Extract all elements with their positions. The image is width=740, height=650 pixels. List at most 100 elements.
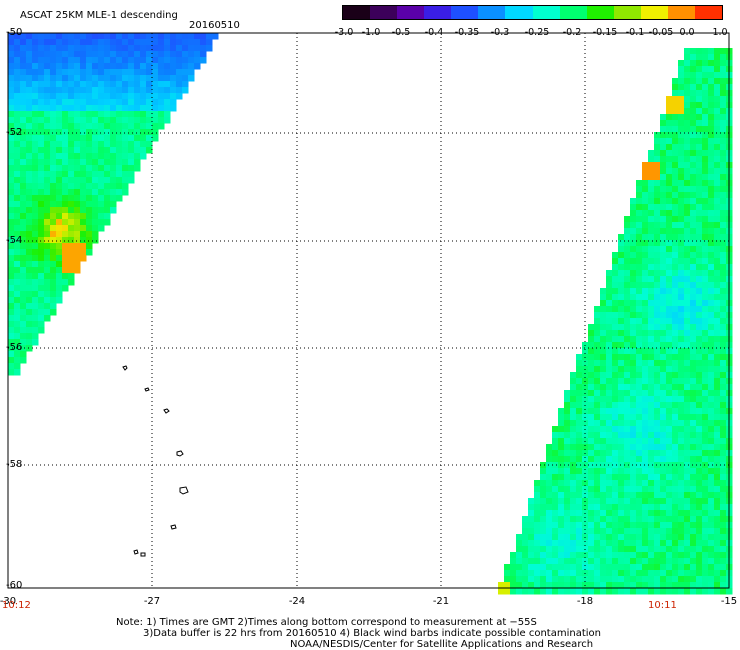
swath-cell (702, 114, 709, 121)
swath-cell (14, 105, 21, 112)
swath-cell (696, 576, 703, 583)
swath-cell (14, 135, 21, 142)
swath-cell (104, 111, 111, 118)
swath-cell (696, 252, 703, 259)
swath-cell (660, 438, 667, 445)
swath-cell (708, 570, 715, 577)
swath-cell (612, 576, 619, 583)
swath-cell (678, 558, 685, 565)
swath-cell (720, 174, 727, 181)
swath-cell (38, 69, 45, 76)
swath-cell (654, 210, 661, 217)
swath-cell (68, 153, 75, 160)
swath-cell (696, 234, 703, 241)
swath-cell (56, 273, 63, 280)
swath-cell (648, 372, 655, 379)
swath-cell (654, 486, 661, 493)
swath-cell (14, 57, 21, 64)
swath-cell (630, 264, 637, 271)
swath-cell (588, 390, 595, 397)
time-label-left: 10:12 (2, 600, 31, 611)
swath-cell (612, 522, 619, 529)
swath-cell (92, 33, 99, 40)
swath-cell (612, 306, 619, 313)
swath-cell (714, 372, 721, 379)
swath-cell (62, 33, 69, 40)
swath-cell (68, 75, 75, 82)
swath-cell (20, 279, 27, 286)
swath-cell (74, 189, 81, 196)
swath-cell (8, 189, 15, 196)
swath-cell (672, 252, 679, 259)
swath-cell (116, 51, 123, 58)
swath-cell (600, 288, 607, 295)
swath-cell (708, 384, 715, 391)
swath-cell (588, 504, 595, 511)
swath-cell (630, 288, 637, 295)
swath-cell (636, 498, 643, 505)
swath-cell (600, 564, 607, 571)
swath-cell (20, 321, 27, 328)
swath-cell (32, 297, 39, 304)
swath-cell (666, 462, 673, 469)
swath-cell (612, 300, 619, 307)
swath-cell (714, 144, 721, 151)
swath-cell (666, 252, 673, 259)
swath-cell (92, 111, 99, 118)
swath-cell (62, 177, 69, 184)
swath-cell (68, 123, 75, 130)
swath-cell (642, 432, 649, 439)
swath-cell (182, 75, 189, 82)
swath-cell (630, 306, 637, 313)
swath-cell (714, 252, 721, 259)
swath-cell (678, 378, 685, 385)
swath-cell (212, 33, 219, 40)
swath-cell (714, 174, 721, 181)
swath-cell (98, 45, 105, 52)
swath-cell (20, 165, 27, 172)
swath-cell (654, 402, 661, 409)
swath-cell (630, 558, 637, 565)
swath-cell (80, 33, 87, 40)
swath-cell (128, 129, 135, 136)
swath-cell (720, 210, 727, 217)
swath-cell (684, 462, 691, 469)
swath-cell (636, 372, 643, 379)
swath-cell (612, 528, 619, 535)
swath-cell (104, 57, 111, 64)
swath-cell (630, 432, 637, 439)
swath-cell (630, 438, 637, 445)
swath-cell (552, 558, 559, 565)
swath-cell (194, 63, 201, 70)
swath-cell (56, 267, 63, 274)
swath-cell (702, 432, 709, 439)
swath-cell (44, 135, 51, 142)
swath-cell (642, 318, 649, 325)
lon-tick-label: -24 (288, 596, 306, 607)
swath-cell (672, 504, 679, 511)
swath-cell (696, 78, 703, 85)
swath-cell (116, 147, 123, 154)
swath-cell (684, 342, 691, 349)
swath-cell (702, 576, 709, 583)
swath-cell (116, 33, 123, 40)
swath-cell (672, 552, 679, 559)
swath-cell (618, 534, 625, 541)
swath-cell (594, 348, 601, 355)
swath-cell (582, 420, 589, 427)
swath-cell (80, 129, 87, 136)
swath-cell (594, 426, 601, 433)
swath-cell (612, 480, 619, 487)
swath-cell (672, 258, 679, 265)
swath-cell (636, 558, 643, 565)
swath-cell (158, 45, 165, 52)
swath-cell (708, 462, 715, 469)
swath-cell (714, 72, 721, 79)
swath-cell (546, 552, 553, 559)
swath-cell (68, 69, 75, 76)
swath-cell (624, 222, 631, 229)
swath-cell (182, 39, 189, 46)
swath-cell (654, 216, 661, 223)
swath-cell (606, 288, 613, 295)
swath-cell (672, 480, 679, 487)
